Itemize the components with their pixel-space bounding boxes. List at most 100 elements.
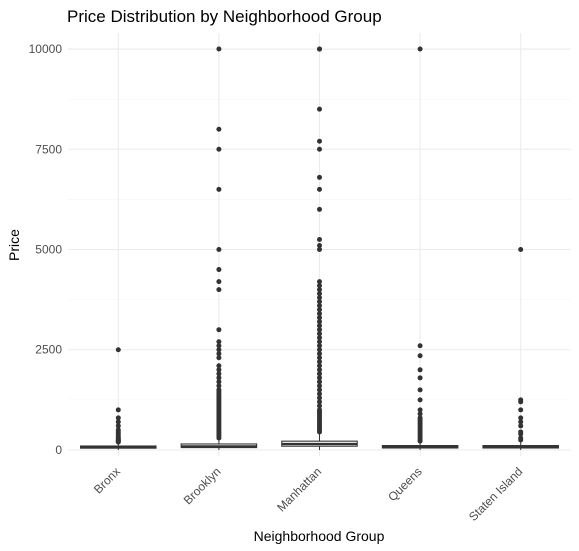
outlier-point — [115, 347, 121, 353]
outlier-point — [317, 327, 322, 333]
box-manhattan — [281, 46, 358, 450]
outlier-point — [518, 431, 524, 437]
outlier-point — [317, 343, 322, 349]
outlier-point — [317, 243, 322, 249]
outlier-point — [317, 287, 322, 293]
outlier-point — [317, 138, 322, 144]
outlier-point — [518, 247, 524, 253]
outlier-point — [317, 299, 322, 305]
outlier-point — [518, 437, 524, 443]
outlier-point — [317, 367, 322, 373]
outlier-point — [317, 335, 322, 341]
outlier-point — [518, 415, 524, 421]
outlier-point — [317, 375, 322, 381]
outlier-point — [317, 347, 322, 353]
outlier-point — [317, 236, 322, 242]
outlier-point — [417, 407, 423, 413]
outlier-point — [417, 375, 423, 381]
outlier-point — [417, 367, 423, 373]
outlier-point — [317, 291, 322, 297]
outlier-point — [317, 429, 322, 435]
outlier-point — [317, 247, 322, 253]
outlier-point — [317, 146, 322, 152]
outlier-point — [317, 403, 322, 409]
outlier-point — [216, 355, 222, 361]
outlier-point — [216, 363, 222, 369]
outlier-point — [216, 327, 222, 333]
outlier-point — [216, 351, 222, 357]
outlier-point — [317, 387, 322, 393]
y-tick-label: 10000 — [29, 42, 63, 56]
outlier-point — [317, 355, 322, 361]
outlier-point — [115, 419, 121, 425]
outlier-point — [417, 46, 423, 52]
outlier-point — [317, 391, 322, 397]
box-queens — [381, 46, 459, 450]
outlier-point — [317, 395, 322, 401]
outlier-point — [216, 186, 222, 192]
outlier-point — [216, 46, 222, 52]
outlier-point — [216, 371, 222, 377]
outlier-point — [115, 439, 121, 445]
outlier-point — [518, 419, 524, 425]
outlier-point — [317, 283, 322, 289]
outlier-point — [317, 339, 322, 345]
y-axis-title: Price — [6, 229, 22, 261]
box-bronx — [80, 347, 157, 450]
outlier-point — [317, 359, 322, 365]
outlier-point — [317, 399, 322, 405]
outlier-point — [317, 315, 322, 321]
outlier-point — [417, 438, 423, 444]
plot-area: 0 2500 5000 7500 10000 Bronx Brooklyn Manhatta… — [29, 33, 571, 524]
chart-title: Price Distribution by Neighborhood Group — [67, 7, 382, 26]
outlier-point — [417, 411, 423, 417]
outlier-point — [317, 303, 322, 309]
outlier-point — [317, 307, 322, 313]
outlier-point — [216, 126, 222, 132]
y-tick-labels: 0 2500 5000 7500 10000 — [29, 42, 63, 457]
outlier-point — [216, 375, 222, 381]
outlier-point — [317, 319, 322, 325]
outlier-point — [216, 435, 222, 441]
outlier-point — [317, 379, 322, 385]
outlier-point — [317, 383, 322, 389]
boxes-layer — [80, 46, 559, 450]
outlier-point — [518, 399, 524, 405]
outlier-point — [317, 295, 322, 301]
outlier-point — [317, 106, 322, 112]
outlier-point — [317, 174, 322, 180]
outlier-point — [518, 407, 524, 413]
outlier-point — [317, 363, 322, 369]
outlier-point — [216, 343, 222, 349]
x-tick-label: Brooklyn — [181, 464, 224, 507]
outlier-point — [216, 347, 222, 353]
outlier-point — [518, 423, 524, 429]
outlier-point — [115, 423, 121, 429]
outlier-point — [115, 407, 121, 413]
x-axis-title: Neighborhood Group — [254, 528, 385, 544]
outlier-point — [216, 379, 222, 385]
outlier-point — [317, 331, 322, 337]
y-tick-label: 0 — [55, 443, 62, 457]
outlier-point — [417, 397, 423, 403]
outlier-point — [216, 267, 222, 273]
outlier-point — [317, 279, 322, 285]
outlier-point — [216, 247, 222, 253]
outlier-point — [317, 46, 322, 52]
outlier-point — [317, 186, 322, 192]
outlier-point — [216, 279, 222, 285]
outlier-point — [417, 353, 423, 359]
outlier-point — [317, 351, 322, 357]
x-tick-label: Staten Island — [466, 464, 525, 523]
x-tick-label: Manhattan — [274, 464, 324, 514]
outlier-point — [216, 287, 222, 293]
outlier-point — [216, 339, 222, 345]
box-brooklyn — [180, 46, 258, 450]
outlier-point — [317, 323, 322, 329]
x-tick-label: Bronx — [91, 464, 123, 496]
outlier-point — [115, 415, 121, 421]
outlier-point — [417, 387, 423, 393]
box-staten-island — [482, 247, 559, 450]
outlier-point — [317, 371, 322, 377]
